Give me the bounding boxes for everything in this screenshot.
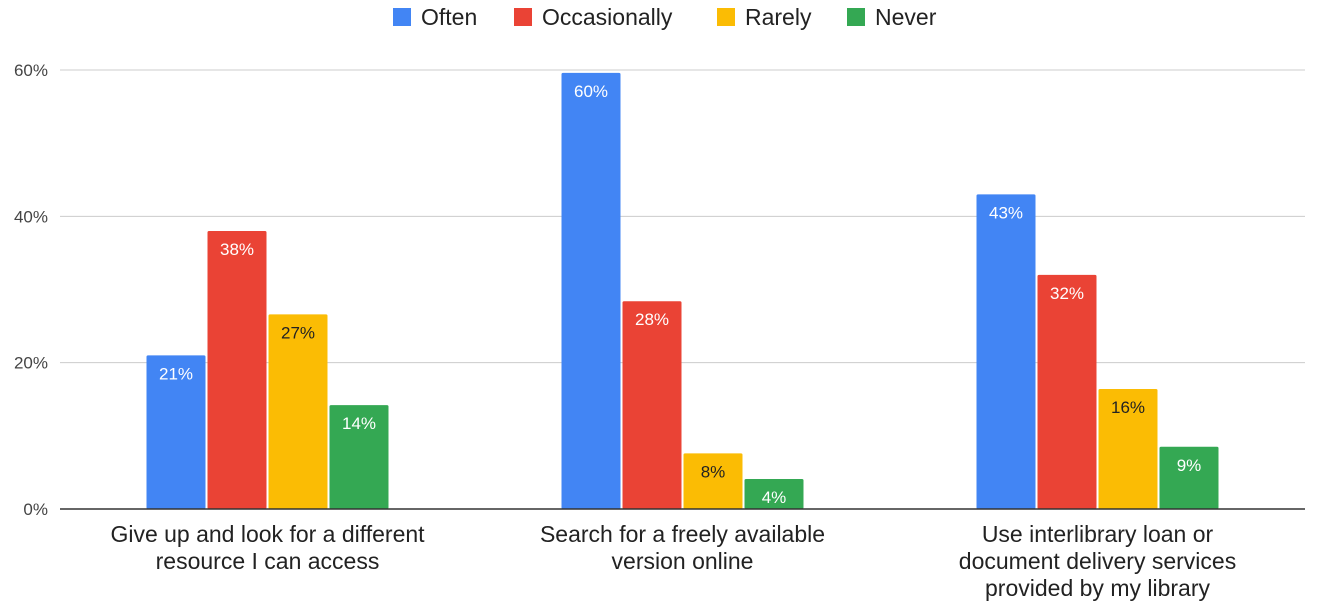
category-label: Give up and look for a different resource… <box>110 521 425 574</box>
bar-data-label: 32% <box>1050 284 1084 303</box>
category-labels: Give up and look for a different resource… <box>110 521 1236 601</box>
bar-data-label: 60% <box>574 82 608 101</box>
bar-never <box>329 405 389 509</box>
y-tick-label: 40% <box>14 207 48 226</box>
legend-label-occasionally: Occasionally <box>542 4 673 30</box>
bar-data-label: 14% <box>342 414 376 433</box>
gridlines <box>60 69 1305 364</box>
bar-often <box>976 194 1036 509</box>
y-tick-label: 0% <box>23 500 48 519</box>
bar-data-label: 43% <box>989 203 1023 222</box>
y-tick-label: 60% <box>14 61 48 80</box>
bar-never <box>744 479 804 509</box>
legend-label-often: Often <box>421 4 477 30</box>
y-tick-label: 20% <box>14 354 48 373</box>
bar-rarely <box>268 314 328 509</box>
legend-label-rarely: Rarely <box>745 4 812 30</box>
bar-occasionally <box>1037 274 1097 509</box>
legend-label-never: Never <box>875 4 937 30</box>
bar-data-label: 8% <box>701 462 726 481</box>
bar-data-label: 16% <box>1111 398 1145 417</box>
bar-data-label: 38% <box>220 240 254 259</box>
bar-occasionally <box>622 301 682 509</box>
category-label: Search for a freely available version onl… <box>540 521 825 574</box>
bar-occasionally <box>207 230 267 509</box>
bar-data-label: 21% <box>159 364 193 383</box>
legend-swatch-occasionally <box>514 8 532 26</box>
bar-data-label: 27% <box>281 323 315 342</box>
category-label: Use interlibrary loan or document deliver… <box>959 521 1236 601</box>
legend-swatch-rarely <box>717 8 735 26</box>
bar-rarely <box>1098 389 1158 509</box>
data-labels: 21% 38% 27% 14% 60% 28% 8% 4% 43% 32% 16% 9% <box>159 82 1201 507</box>
bar-data-label: 28% <box>635 310 669 329</box>
y-axis-ticks: 0% 20% 40% 60% <box>14 61 48 519</box>
legend-swatch-often <box>393 8 411 26</box>
bar-data-label: 4% <box>762 488 787 507</box>
legend: Often Occasionally Rarely Never <box>393 4 937 30</box>
bar-rarely <box>683 453 743 509</box>
bar-often <box>561 72 621 509</box>
bar-never <box>1159 446 1219 509</box>
bar-often <box>146 355 206 509</box>
bars <box>146 72 1219 509</box>
legend-swatch-never <box>847 8 865 26</box>
bar-data-label: 9% <box>1177 456 1202 475</box>
